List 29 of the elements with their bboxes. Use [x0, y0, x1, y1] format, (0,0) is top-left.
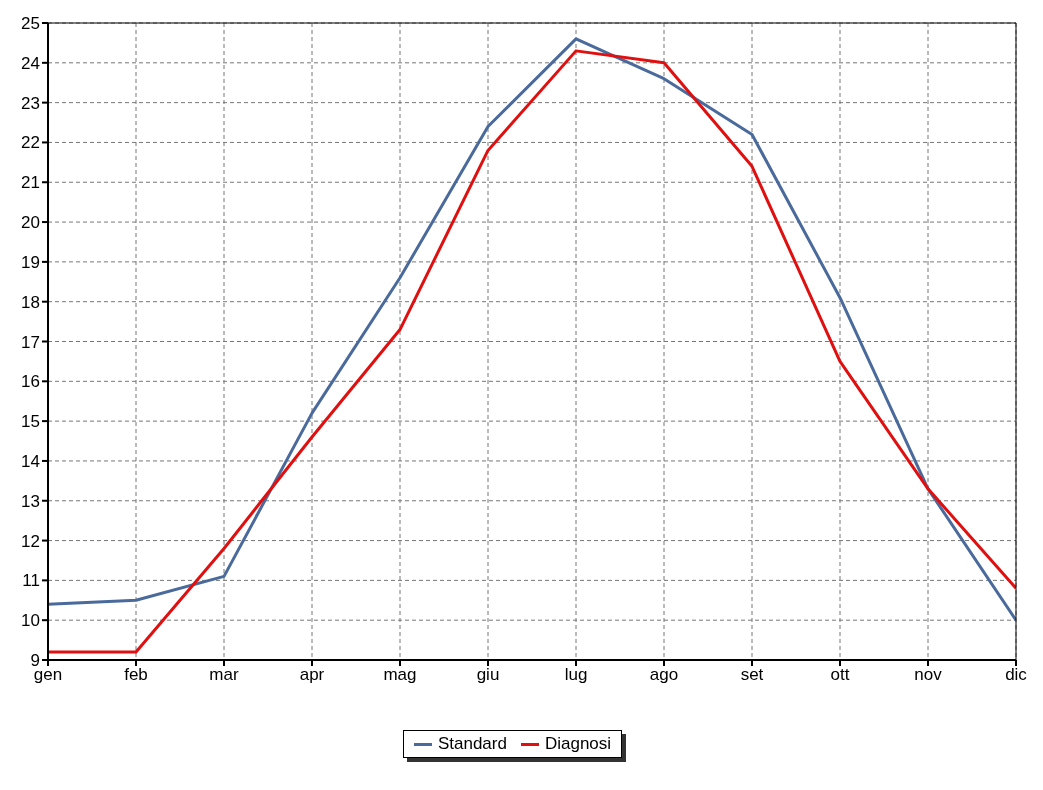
- y-tick-label: 10: [21, 611, 40, 631]
- x-tick-label: ago: [649, 665, 679, 685]
- x-tick-label: feb: [124, 665, 148, 685]
- y-tick-label: 21: [21, 173, 40, 193]
- x-tick-label: nov: [914, 665, 943, 685]
- x-tick-label: set: [740, 665, 764, 685]
- x-tick-label: lug: [564, 665, 588, 685]
- x-tick-label: dic: [1005, 665, 1028, 685]
- y-tick-label: 17: [21, 332, 40, 352]
- x-tick-label: ott: [830, 665, 850, 685]
- legend-label: Standard: [436, 734, 507, 754]
- y-tick-label: 16: [21, 372, 40, 392]
- y-tick-label: 25: [21, 14, 40, 34]
- legend-label: Diagnosi: [543, 734, 612, 754]
- x-tick-label: apr: [299, 665, 325, 685]
- y-tick-label: 13: [21, 491, 40, 511]
- y-tick-label: 24: [21, 53, 40, 73]
- y-tick-label: 22: [21, 133, 40, 153]
- y-tick-label: 11: [22, 571, 40, 591]
- y-tick-label: 15: [21, 412, 40, 432]
- y-tick-label: 20: [21, 213, 40, 233]
- y-tick-label: 14: [21, 451, 40, 471]
- y-tick-label: 23: [21, 93, 40, 113]
- x-tick-label: mar: [209, 665, 239, 685]
- x-tick-label: giu: [476, 665, 500, 685]
- y-tick-label: 18: [21, 292, 40, 312]
- y-tick-label: 12: [21, 531, 40, 551]
- y-tick-label: 19: [21, 252, 40, 272]
- x-tick-label: mag: [383, 665, 417, 685]
